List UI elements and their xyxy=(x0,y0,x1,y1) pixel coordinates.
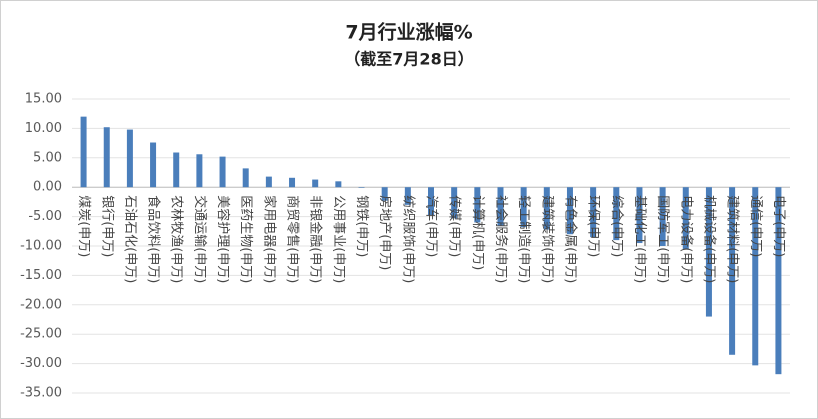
x-tick-label: 计算机(申万) xyxy=(470,195,485,270)
y-tick-label: 0.00 xyxy=(33,180,62,195)
y-tick-label: -25.00 xyxy=(20,327,62,342)
x-tick-label: 纺织服饰(申万) xyxy=(400,195,415,283)
x-tick-label: 通信(申万) xyxy=(748,195,763,257)
x-tick-label: 有色金属(申万) xyxy=(562,195,578,283)
x-tick-label: 基础化工(申万) xyxy=(632,195,647,283)
x-tick-label: 传媒(申万) xyxy=(447,195,462,257)
x-tick-label: 美容护理(申万) xyxy=(215,195,231,283)
bar xyxy=(636,187,643,244)
x-tick-label: 农林牧渔(申万) xyxy=(169,195,184,283)
bar xyxy=(312,179,319,188)
x-tick-label: 轻工制造(申万) xyxy=(516,195,531,283)
y-tick-label: -30.00 xyxy=(20,356,62,371)
x-tick-label: 医药生物(申万) xyxy=(238,195,253,283)
x-tick-label: 银行(申万) xyxy=(99,195,114,257)
bar xyxy=(613,187,620,241)
x-tick-label: 交通运输(申万) xyxy=(192,195,208,283)
bar xyxy=(659,187,666,246)
bar xyxy=(775,187,782,375)
y-tick-label: 15.00 xyxy=(25,92,62,107)
bar xyxy=(428,187,434,216)
bar xyxy=(566,187,573,235)
bar xyxy=(520,187,527,228)
x-tick-label: 公用事业(申万) xyxy=(331,195,346,283)
x-tick-label: 机械设备(申万) xyxy=(701,195,717,283)
bar xyxy=(335,181,342,188)
bar xyxy=(752,187,759,366)
bar xyxy=(705,187,712,317)
y-tick-label: -20.00 xyxy=(20,297,62,312)
x-tick-label: 商贸零售(申万) xyxy=(285,195,301,283)
bar xyxy=(126,129,133,188)
bar xyxy=(474,187,481,223)
y-tick-label: -35.00 xyxy=(20,386,62,401)
x-tick-label: 建筑材料(申万) xyxy=(725,195,741,283)
x-tick-label: 国防军工(申万) xyxy=(655,195,671,283)
y-tick-label: 10.00 xyxy=(25,121,62,136)
bar xyxy=(497,187,504,226)
x-tick-label: 食品饮料(申万) xyxy=(146,195,162,283)
x-tick-label: 综合(申万) xyxy=(609,195,624,257)
x-tick-label: 房地产(申万) xyxy=(377,195,393,270)
bar xyxy=(219,156,226,188)
x-tick-label: 电子(申万) xyxy=(771,195,786,257)
bar xyxy=(150,142,157,188)
bar xyxy=(80,116,87,188)
y-tick-label: -5.00 xyxy=(28,209,62,224)
bar xyxy=(173,152,180,188)
bar xyxy=(404,187,411,205)
y-tick-label: 5.00 xyxy=(33,150,62,165)
bar xyxy=(682,187,689,249)
bar xyxy=(242,168,249,188)
y-tick-label: -15.00 xyxy=(20,268,62,283)
x-tick-label: 钢铁(申万) xyxy=(354,195,369,257)
x-tick-label: 家用电器(申万) xyxy=(261,195,277,283)
bar xyxy=(590,187,597,238)
chart-subtitle: （截至7月28日） xyxy=(344,50,473,69)
x-tick-label: 电力设备(申万) xyxy=(678,195,694,283)
x-tick-label: 石油石化(申万) xyxy=(122,195,137,283)
bar xyxy=(358,187,365,188)
bar xyxy=(196,154,203,188)
bar xyxy=(451,187,458,219)
bar xyxy=(265,176,272,188)
chart-title: 7月行业涨幅% xyxy=(345,21,472,44)
y-tick-label: -10.00 xyxy=(20,239,62,254)
x-tick-label: 非银金融(申万) xyxy=(308,195,324,283)
x-tick-label: 建筑装饰(申万) xyxy=(539,195,555,283)
bar xyxy=(103,127,110,188)
bar xyxy=(289,177,296,188)
x-tick-label: 煤炭(申万) xyxy=(76,195,91,257)
x-tick-label: 汽车(申万) xyxy=(424,195,440,257)
x-tick-label: 环保(申万) xyxy=(586,195,601,257)
bar xyxy=(381,187,388,201)
bar xyxy=(729,187,736,355)
bar xyxy=(543,187,550,230)
x-tick-label: 社会服务(申万) xyxy=(493,195,509,283)
